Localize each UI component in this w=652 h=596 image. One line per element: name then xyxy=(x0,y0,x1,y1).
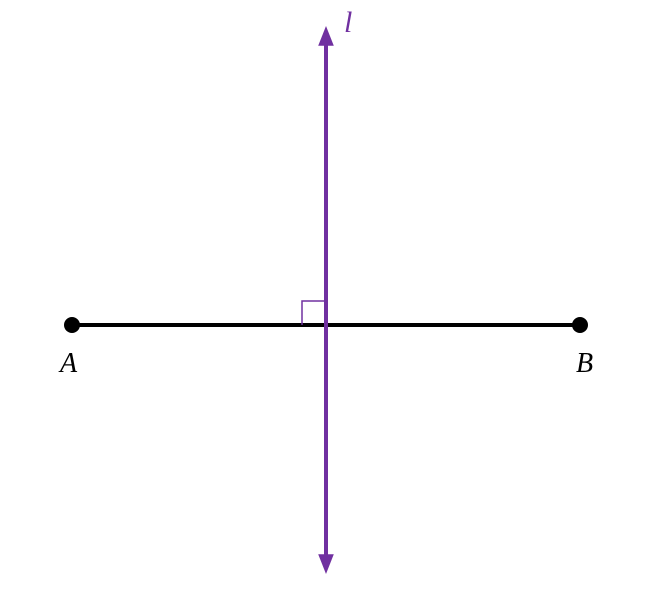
arrow-bottom-icon xyxy=(318,554,334,574)
point-a xyxy=(64,317,80,333)
arrow-top-icon xyxy=(318,26,334,46)
point-b xyxy=(572,317,588,333)
label-a: A xyxy=(60,348,77,380)
label-l: l xyxy=(344,6,352,40)
right-angle-marker xyxy=(302,301,326,325)
label-b: B xyxy=(576,348,593,380)
geometry-diagram xyxy=(0,0,652,596)
